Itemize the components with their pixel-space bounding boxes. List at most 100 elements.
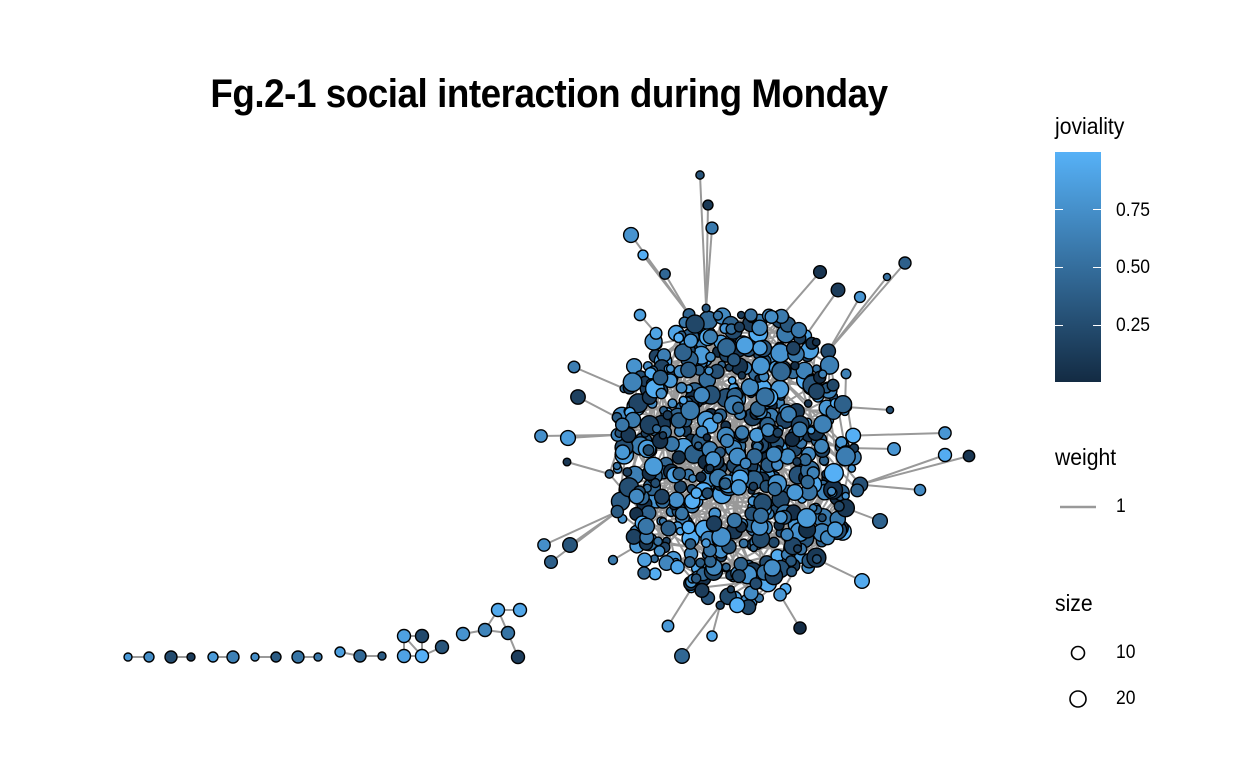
network-node (885, 405, 895, 415)
network-node (812, 264, 828, 280)
network-node (813, 414, 833, 434)
network-node (671, 450, 687, 465)
network-node (637, 517, 656, 536)
network-node (786, 566, 798, 578)
network-node (850, 483, 865, 498)
network-node (826, 378, 840, 392)
network-edge (705, 227, 713, 309)
network-node (853, 290, 867, 304)
network-node (414, 628, 430, 644)
network-node (673, 343, 693, 362)
network-node (739, 457, 752, 470)
network-node (607, 554, 619, 566)
network-node (614, 417, 630, 433)
network-node (871, 512, 889, 530)
network-node (798, 453, 812, 467)
network-node (670, 559, 685, 575)
network-node (628, 488, 645, 505)
network-node (715, 600, 725, 610)
network-node (727, 376, 737, 385)
network-edge (543, 510, 618, 546)
network-node (793, 621, 807, 635)
network-node (701, 487, 714, 500)
network-node (633, 308, 647, 322)
size-legend-label: 20 (1116, 688, 1136, 709)
network-node (726, 512, 743, 529)
network-node (567, 360, 581, 374)
network-node (670, 412, 687, 429)
network-node (377, 651, 387, 661)
network-node (291, 650, 305, 664)
network-node (658, 431, 668, 440)
network-node (570, 389, 586, 405)
network-node (811, 337, 821, 347)
network-node (653, 545, 666, 557)
network-node (622, 467, 633, 478)
network-node (962, 449, 976, 463)
network-node (780, 405, 798, 423)
network-node (817, 369, 828, 379)
network-node (735, 336, 754, 355)
network-node (817, 513, 827, 523)
network-node (672, 466, 687, 481)
network-node (562, 537, 578, 553)
network-node (726, 585, 736, 594)
network-node (733, 321, 746, 333)
network-node (772, 427, 784, 439)
network-node (604, 469, 615, 479)
network-node (667, 398, 678, 409)
network-node (123, 652, 133, 662)
network-node (674, 648, 690, 664)
weight-legend-line (1060, 505, 1096, 509)
network-node (785, 340, 801, 356)
size-legend-key-large (1069, 690, 1087, 708)
network-node (765, 446, 783, 463)
network-edge (827, 276, 888, 352)
network-node (826, 486, 837, 497)
network-node (719, 433, 735, 449)
network-node (414, 648, 430, 664)
legend-joviality-title: joviality (1055, 113, 1125, 139)
network-node (774, 510, 788, 525)
network-node (693, 386, 711, 404)
network-node (771, 361, 791, 382)
joviality-tick-label: 0.50 (1116, 257, 1151, 278)
network-node (490, 602, 506, 618)
network-node (800, 474, 815, 490)
network-node (648, 567, 662, 581)
network-node (790, 321, 808, 339)
network-node (731, 568, 746, 584)
network-edge (827, 296, 861, 352)
network-node (733, 556, 749, 572)
joviality-colorbar (1055, 152, 1101, 382)
network-node (652, 369, 669, 386)
network-node (752, 340, 768, 356)
legend-weight-title: weight (1055, 444, 1117, 470)
network-edge (642, 254, 690, 316)
network-node (313, 652, 323, 662)
network-node (186, 652, 196, 662)
network-node (780, 527, 794, 542)
network-node (683, 333, 699, 349)
network-node (650, 477, 661, 489)
joviality-tick-label: 0.75 (1116, 200, 1151, 221)
network-node (164, 650, 178, 664)
network-node (701, 538, 711, 549)
network-node (734, 425, 750, 440)
network-node (841, 491, 850, 501)
chart-title: Fg.2-1 social interaction during Monday (210, 72, 888, 116)
network-node (643, 456, 664, 477)
network-node (455, 626, 471, 642)
network-node (562, 457, 572, 467)
network-node (396, 648, 412, 664)
network-node (705, 221, 719, 235)
network-node (727, 352, 741, 367)
network-node (882, 272, 892, 282)
network-node (705, 463, 715, 473)
network-node (250, 652, 260, 662)
network-node (792, 456, 802, 467)
network-node (685, 314, 705, 334)
network-node (751, 319, 768, 337)
network-node (744, 308, 758, 322)
network-node (826, 521, 844, 538)
